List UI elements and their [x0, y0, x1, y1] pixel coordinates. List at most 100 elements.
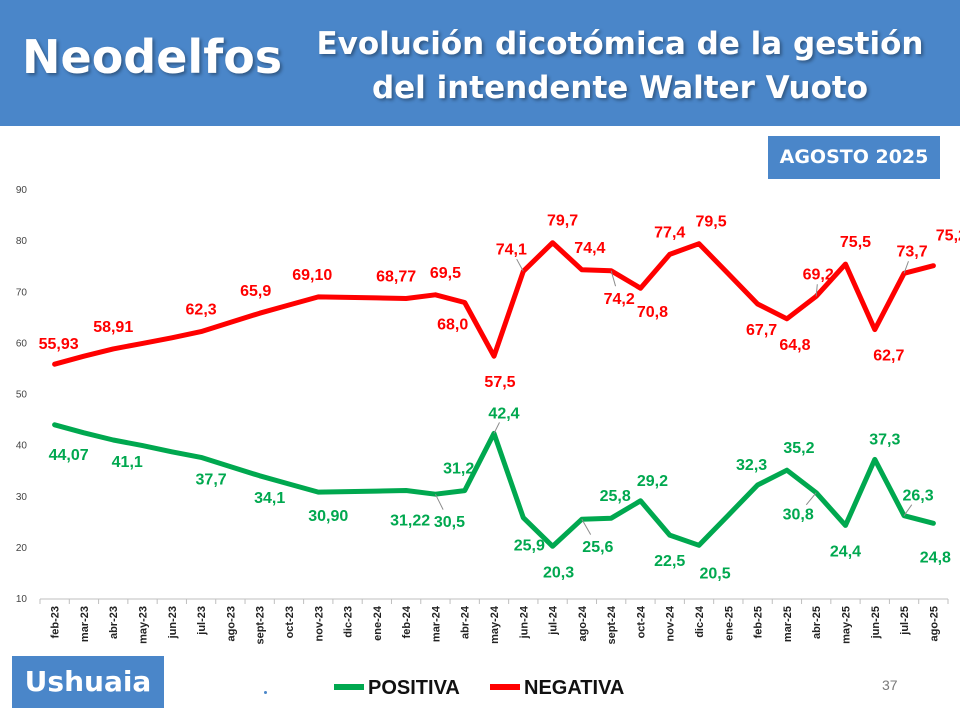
decorative-dot	[264, 691, 267, 694]
x-tick-label: ene-25	[723, 606, 735, 641]
data-label-positiva: 25,8	[600, 488, 631, 505]
page-number: 37	[882, 677, 898, 693]
data-label-positiva: 24,4	[830, 543, 861, 560]
data-label-negativa: 77,4	[654, 224, 685, 241]
x-tick-label: jul-23	[196, 606, 208, 636]
x-tick-label: oct-24	[635, 605, 647, 638]
x-tick-label: feb-23	[50, 606, 62, 638]
label-leader-line	[516, 258, 524, 272]
chart-legend: POSITIVA NEGATIVA	[334, 677, 624, 699]
x-tick-label: sept-24	[606, 605, 618, 644]
x-tick-label: jun-24	[518, 605, 530, 639]
data-label-positiva: 31,22	[390, 513, 430, 530]
label-leader-line	[815, 284, 818, 297]
x-tick-label: may-25	[840, 606, 852, 644]
x-tick-label: mar-24	[430, 605, 442, 642]
legend-label-positiva: POSITIVA	[368, 677, 460, 699]
x-tick-label: may-24	[489, 605, 501, 644]
label-leader-line	[903, 504, 913, 516]
data-label-negativa: 68,77	[376, 269, 416, 286]
data-label-positiva: 20,3	[543, 564, 574, 581]
data-label-negativa: 75,5	[840, 234, 871, 251]
x-tick-label: abr-23	[108, 606, 120, 639]
data-label-negativa: 74,4	[574, 240, 605, 257]
y-tick-label: 60	[16, 338, 28, 349]
data-label-negativa: 79,5	[695, 214, 726, 231]
data-label-negativa: 74,2	[604, 291, 635, 308]
label-leader-line	[805, 492, 817, 506]
x-tick-label: jul-24	[548, 605, 560, 636]
legend-label-negativa: NEGATIVA	[524, 677, 624, 699]
y-tick-label: 20	[16, 543, 28, 554]
x-tick-label: feb-25	[753, 606, 765, 638]
data-label-positiva: 30,5	[434, 514, 465, 531]
x-tick-label: dic-23	[343, 606, 355, 638]
data-label-positiva: 29,2	[637, 473, 668, 490]
label-leader-line	[434, 493, 444, 510]
y-tick-label: 30	[16, 492, 28, 503]
data-label-positiva: 22,5	[654, 553, 685, 570]
label-leader-line	[903, 261, 909, 274]
x-tick-label: ago-24	[577, 605, 589, 641]
x-tick-label: abr-25	[811, 606, 823, 639]
page-title: Evolución dicotómica de la gestión del i…	[300, 22, 940, 110]
x-tick-label: ago-25	[928, 606, 940, 641]
y-tick-label: 70	[16, 287, 28, 298]
data-label-positiva: 31,2	[443, 461, 474, 478]
data-label-positiva: 25,6	[582, 539, 613, 556]
x-tick-label: jun-23	[167, 606, 179, 639]
x-tick-label: ene-24	[372, 605, 384, 641]
data-label-negativa: 57,5	[484, 374, 515, 391]
data-label-positiva: 41,1	[112, 454, 143, 471]
data-label-positiva: 32,3	[736, 457, 767, 474]
x-tick-label: oct-23	[284, 606, 296, 638]
data-label-positiva: 20,5	[699, 565, 730, 582]
data-label-negativa: 65,9	[240, 283, 271, 300]
data-label-positiva: 35,2	[783, 440, 814, 457]
region-badge: Ushuaia	[12, 656, 164, 708]
brand-logo-text: Neodelfos	[22, 30, 283, 84]
x-tick-label: mar-23	[79, 606, 91, 642]
data-label-negativa: 69,2	[803, 266, 834, 283]
x-tick-label: ago-23	[225, 606, 237, 641]
data-label-negativa: 55,93	[39, 336, 79, 353]
label-leader-line	[610, 270, 617, 287]
y-tick-label: 40	[16, 441, 28, 452]
data-label-positiva: 25,9	[514, 538, 545, 555]
data-label-positiva: 42,4	[488, 405, 519, 422]
data-label-negativa: 62,3	[186, 302, 217, 319]
x-tick-label: dic-24	[694, 605, 706, 638]
date-badge: AGOSTO 2025	[768, 136, 940, 179]
series-line-positiva	[52, 422, 936, 549]
data-label-negativa: 74,1	[496, 241, 527, 258]
data-label-positiva: 37,7	[196, 471, 227, 488]
data-label-positiva: 24,8	[920, 549, 951, 566]
x-tick-label: sept-23	[255, 606, 267, 645]
label-leader-line	[493, 422, 500, 434]
header-bar: Neodelfos Evolución dicotómica de la ges…	[0, 0, 960, 126]
data-label-negativa: 73,7	[896, 243, 927, 260]
data-label-negativa: 79,7	[547, 213, 578, 230]
y-tick-label: 90	[16, 185, 28, 196]
x-tick-label: nov-24	[665, 605, 677, 641]
y-tick-label: 10	[16, 594, 28, 605]
data-label-negativa: 62,7	[873, 348, 904, 365]
title-line-2: del intendente Walter Vuoto	[371, 70, 869, 106]
x-tick-label: feb-24	[401, 605, 413, 638]
data-label-negativa: 69,10	[292, 267, 332, 284]
data-label-negativa: 70,8	[637, 304, 668, 321]
x-tick-label: jul-25	[899, 606, 911, 636]
chart-series-lines	[52, 240, 936, 549]
data-label-negativa: 58,91	[93, 319, 133, 336]
data-label-positiva: 44,07	[49, 447, 89, 464]
data-label-positiva: 37,3	[869, 431, 900, 448]
data-label-positiva: 34,1	[254, 490, 285, 507]
y-tick-label: 80	[16, 236, 28, 247]
x-tick-label: abr-24	[460, 605, 472, 639]
chart-data-labels: 44,07 41,1 37,7 34,1 30,90 31,22 30,5 31,2 42,4 2…	[39, 213, 960, 583]
x-tick-label: jun-25	[870, 606, 882, 639]
data-label-positiva: 30,90	[308, 508, 348, 525]
data-label-positiva: 26,3	[902, 488, 933, 505]
x-tick-label: nov-23	[313, 606, 325, 641]
